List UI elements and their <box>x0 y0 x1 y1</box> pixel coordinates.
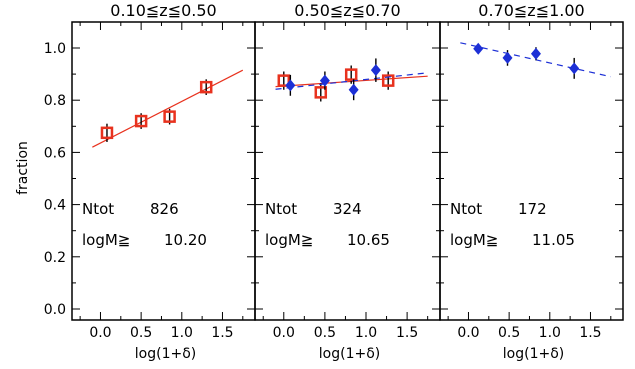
series-square <box>275 65 428 102</box>
y-tick-label: 0.2 <box>44 250 66 266</box>
x-tick-label: 0.5 <box>498 325 520 341</box>
x-tick-label: 0.0 <box>457 325 479 341</box>
data-point-diamond <box>285 79 296 92</box>
x-tick-label: 1.5 <box>579 325 601 341</box>
x-axis-label: log(1+δ) <box>503 346 564 362</box>
data-point-diamond <box>569 62 580 75</box>
data-point-diamond <box>319 74 330 87</box>
series-diamond <box>275 58 428 101</box>
x-tick-label: 1.5 <box>396 325 418 341</box>
x-tick-label: 0.0 <box>273 325 295 341</box>
data-point-diamond <box>502 51 513 64</box>
y-tick-label: 0.0 <box>44 302 66 318</box>
fit-line <box>275 72 428 90</box>
logm-value: 11.05 <box>532 231 575 249</box>
y-tick-label: 0.8 <box>44 93 66 109</box>
x-tick-label: 1.5 <box>211 325 233 341</box>
panel-2: 0.50≦z≦0.70 0.0 0.5 1.0 1.5 log(1+δ) Ntot 324 lo… <box>254 1 441 362</box>
series-diamond <box>460 42 611 79</box>
data-point-square <box>134 114 148 128</box>
panel-frame <box>439 21 624 321</box>
fit-line <box>92 69 244 148</box>
data-point-square <box>277 74 291 87</box>
data-point-square <box>163 110 176 123</box>
logm-value: 10.20 <box>164 231 207 249</box>
data-point-diamond <box>348 83 359 96</box>
data-point-square <box>100 126 114 140</box>
data-point-square <box>199 80 213 94</box>
panels: 0.10≦z≦0.50 0.0 0.2 0.4 0.6 0.8 1.0 0.0 0.5 1.0 1.… <box>44 1 624 362</box>
panel-frame <box>71 21 256 321</box>
data-point-square <box>314 86 328 99</box>
logm-label: logM≧ <box>450 231 498 249</box>
data-point-diamond <box>370 64 381 77</box>
logm-label: logM≧ <box>265 231 313 249</box>
x-axis-label: log(1+δ) <box>135 346 196 362</box>
ntot-value: 324 <box>333 200 362 218</box>
x-tick-label: 1.0 <box>171 325 193 341</box>
data-point-diamond <box>530 47 541 60</box>
series-square <box>92 69 244 148</box>
panel-frame <box>254 21 441 321</box>
x-tick-label: 1.0 <box>539 325 561 341</box>
data-point-square <box>381 74 395 87</box>
x-tick-label: 0.0 <box>89 325 111 341</box>
panel-title: 0.10≦z≦0.50 <box>110 1 216 20</box>
x-axis-label: log(1+δ) <box>319 346 380 362</box>
logm-label: logM≧ <box>82 231 130 249</box>
x-tick-label: 0.5 <box>130 325 152 341</box>
ntot-value: 826 <box>150 200 179 218</box>
data-point-diamond <box>473 42 484 55</box>
data-point-square <box>344 68 358 81</box>
y-tick-label: 0.4 <box>44 198 66 214</box>
y-tick-label: 1.0 <box>44 41 66 57</box>
panel-title: 0.50≦z≦0.70 <box>294 1 400 20</box>
y-tick-label: 0.6 <box>44 145 66 161</box>
logm-value: 10.65 <box>347 231 390 249</box>
ntot-label: Ntot <box>450 200 482 218</box>
ntot-value: 172 <box>518 200 547 218</box>
x-tick-label: 0.5 <box>314 325 336 341</box>
panel-title: 0.70≦z≦1.00 <box>478 1 584 20</box>
ntot-label: Ntot <box>82 200 114 218</box>
panel-1: 0.10≦z≦0.50 0.0 0.2 0.4 0.6 0.8 1.0 0.0 0.5 1.0 1.… <box>44 1 256 362</box>
x-tick-label: 1.0 <box>355 325 377 341</box>
panel-3: 0.70≦z≦1.00 0.0 0.5 1.0 1.5 log(1+δ) Ntot 172 lo… <box>439 1 624 362</box>
y-axis-label: fraction <box>15 141 31 195</box>
ntot-label: Ntot <box>265 200 297 218</box>
